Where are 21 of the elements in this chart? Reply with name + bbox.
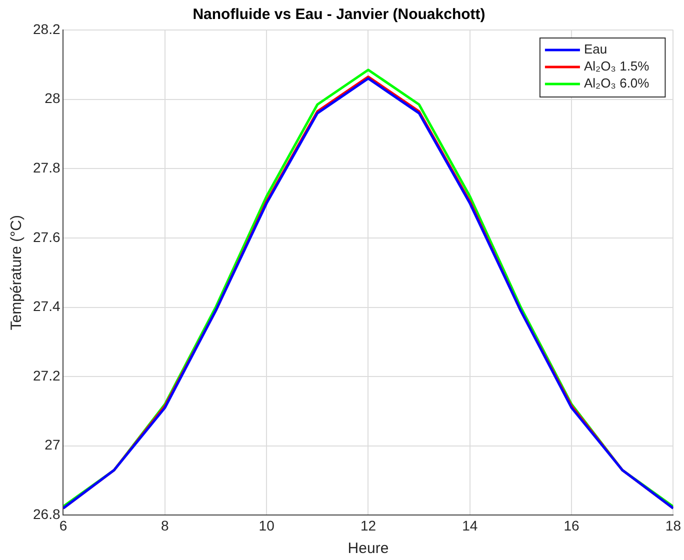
y-tick-label: 28 [44, 90, 60, 106]
x-tick-label: 16 [564, 517, 580, 534]
y-tick-label: 27.4 [33, 298, 60, 314]
chart-title: Nanofluide vs Eau - Janvier (Nouakchott) [192, 6, 486, 24]
y-tick-label: 27.2 [33, 367, 60, 384]
x-tick-label: 12 [360, 517, 376, 534]
x-tick-label: 10 [258, 517, 275, 534]
x-axis-title: Heure [348, 540, 389, 558]
y-tick-label: 27 [44, 436, 60, 453]
legend-label: Eau [584, 42, 608, 57]
y-tick-label: 27.6 [33, 228, 60, 245]
y-tick-label: 28.2 [33, 20, 60, 37]
y-axis-title: Température (°C) [8, 215, 26, 330]
legend-label: Al₂O₃ 6.0% [584, 76, 650, 91]
y-tick-label: 27.8 [33, 159, 60, 176]
y-tick-label: 26.8 [33, 506, 60, 522]
x-tick-label: 14 [462, 517, 478, 534]
x-tick-label: 8 [161, 517, 170, 534]
x-tick-label: 6 [59, 517, 68, 534]
legend-label: Al₂O₃ 1.5% [584, 58, 650, 74]
x-tick-label: 18 [665, 517, 682, 534]
